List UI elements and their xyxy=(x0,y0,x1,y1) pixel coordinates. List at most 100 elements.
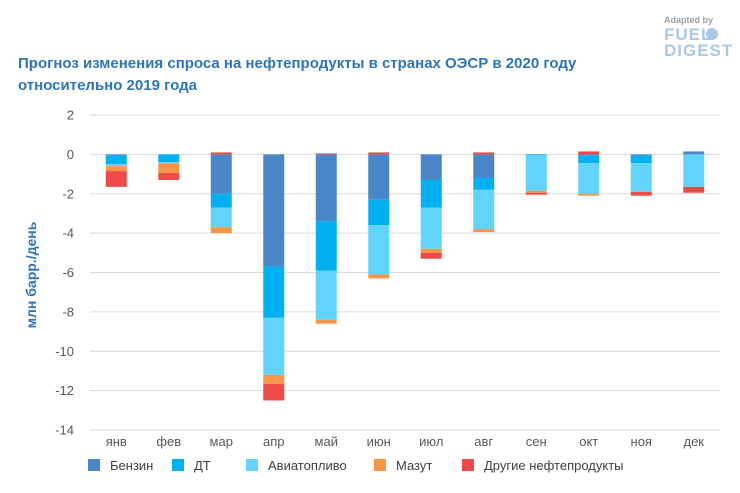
bar-июн-series-3 xyxy=(368,274,390,279)
bar-июн-series-2 xyxy=(368,225,390,275)
bar-июн-series-1 xyxy=(368,199,390,226)
bar-май-series-3 xyxy=(315,319,337,324)
bar-окт-series-0 xyxy=(578,154,600,156)
brand-adapted-text: Adapted by xyxy=(664,15,713,25)
legend-label: Авиатопливо xyxy=(268,458,347,473)
y-axis-label: млн барр./день xyxy=(23,221,39,328)
bar-окт-series-2 xyxy=(578,163,600,194)
bar-май-series-2 xyxy=(315,270,337,320)
legend-label: Другие нефтепродукты xyxy=(484,458,624,473)
bar-авг-series-4 xyxy=(473,152,495,155)
bar-июл-series-4 xyxy=(420,252,442,259)
x-tick-label: июн xyxy=(367,434,391,449)
x-tick-label: фев xyxy=(156,434,181,449)
y-tick-label: 0 xyxy=(67,147,74,162)
x-tick-label: авг xyxy=(474,434,493,449)
y-tick-label: -14 xyxy=(55,423,74,438)
brand-digest-text: DIGEST xyxy=(664,41,733,60)
y-tick-label: -2 xyxy=(62,186,74,201)
bar-окт-series-4 xyxy=(578,151,600,155)
bar-фев-series-2 xyxy=(158,162,180,164)
bar-сен-series-4 xyxy=(525,192,547,195)
x-tick-label: окт xyxy=(579,434,598,449)
legend-label: ДТ xyxy=(194,458,211,473)
bar-авг-series-0 xyxy=(473,154,495,178)
y-tick-labels: 2 0 -2 -4 -6 -8 -10 -12 -14 xyxy=(55,108,74,438)
bar-ноя-series-4 xyxy=(630,191,652,196)
bar-сен-series-2 xyxy=(525,155,547,191)
y-tick-label: -12 xyxy=(55,383,74,398)
bar-авг-series-1 xyxy=(473,178,495,190)
legend-label: Мазут xyxy=(396,458,432,473)
bar-мар-series-3 xyxy=(210,227,232,234)
x-tick-label: июл xyxy=(419,434,443,449)
legend-swatch xyxy=(462,459,474,471)
bar-апр-series-1 xyxy=(263,266,285,318)
legend-swatch xyxy=(172,459,184,471)
bar-ноя-series-1 xyxy=(630,155,652,164)
bar-янв-series-4 xyxy=(105,171,127,187)
bar-авг-series-2 xyxy=(473,189,495,230)
y-tick-label: -4 xyxy=(62,226,74,241)
x-tick-label: ноя xyxy=(631,434,652,449)
bar-дек-series-4 xyxy=(683,186,705,193)
bar-апр-series-3 xyxy=(263,374,285,384)
chart-title-line2: относительно 2019 года xyxy=(18,77,198,94)
bar-май-series-0 xyxy=(315,154,337,222)
chart-title-line1: Прогноз изменения спроса на нефтепродукт… xyxy=(18,55,577,72)
x-tick-label: янв xyxy=(106,434,127,449)
bar-дек-series-2 xyxy=(683,154,705,187)
bar-мар-series-2 xyxy=(210,207,232,228)
bar-окт-series-3 xyxy=(578,193,600,196)
bar-июл-series-1 xyxy=(420,179,442,208)
grid-lines xyxy=(90,114,720,431)
legend-swatch xyxy=(246,459,258,471)
y-tick-label: -8 xyxy=(62,304,74,319)
bar-апр-series-4 xyxy=(263,383,285,401)
bar-янв-series-2 xyxy=(105,164,127,167)
x-tick-label: май xyxy=(315,434,338,449)
bar-май-series-1 xyxy=(315,221,337,271)
bar-фев-series-3 xyxy=(158,163,180,174)
bar-ноя-series-2 xyxy=(630,163,652,192)
bar-янв-series-3 xyxy=(105,166,127,172)
legend-label: Бензин xyxy=(110,458,153,473)
bar-янв-series-0 xyxy=(105,154,127,156)
legend-swatch xyxy=(374,459,386,471)
bar-сен-series-3 xyxy=(525,190,547,193)
x-tick-label: сен xyxy=(526,434,547,449)
bar-июл-series-2 xyxy=(420,207,442,249)
y-tick-label: 2 xyxy=(67,108,74,123)
bar-апр-series-2 xyxy=(263,317,285,375)
bars xyxy=(105,151,705,401)
x-tick-label: апр xyxy=(263,434,285,449)
legend-swatch xyxy=(88,459,100,471)
y-tick-label: -10 xyxy=(55,344,74,359)
x-tick-labels: янв фев мар апр май июн июл авг сен окт ноя дек xyxy=(106,434,705,449)
brand-drop-icon xyxy=(706,28,718,40)
bar-окт-series-1 xyxy=(578,155,600,164)
bar-авг-series-3 xyxy=(473,229,495,233)
x-tick-label: дек xyxy=(683,434,704,449)
bar-фев-series-4 xyxy=(158,173,180,180)
bar-сен-series-1 xyxy=(525,154,547,156)
bar-май-series-4 xyxy=(315,153,337,155)
bar-июн-series-0 xyxy=(368,154,390,200)
bar-янв-series-1 xyxy=(105,155,127,165)
bar-апр-series-0 xyxy=(263,154,285,267)
bar-июн-series-4 xyxy=(368,152,390,155)
y-tick-label: -6 xyxy=(62,265,74,280)
bar-дек-series-0 xyxy=(683,151,705,155)
brand-logo: Adapted by FUEL DIGEST xyxy=(664,15,733,60)
bar-июл-series-3 xyxy=(420,248,442,253)
bar-мар-series-0 xyxy=(210,154,232,194)
brand-fuel-text: FUEL xyxy=(664,25,712,44)
bar-мар-series-1 xyxy=(210,193,232,208)
x-tick-label: мар xyxy=(210,434,233,449)
bar-ноя-series-0 xyxy=(630,154,652,156)
legend: Бензин ДТ Авиатопливо Мазут Другие нефтепрод… xyxy=(88,458,624,473)
bar-июл-series-0 xyxy=(420,154,442,180)
bar-мар-series-4 xyxy=(210,152,232,155)
bar-фев-series-1 xyxy=(158,154,180,163)
